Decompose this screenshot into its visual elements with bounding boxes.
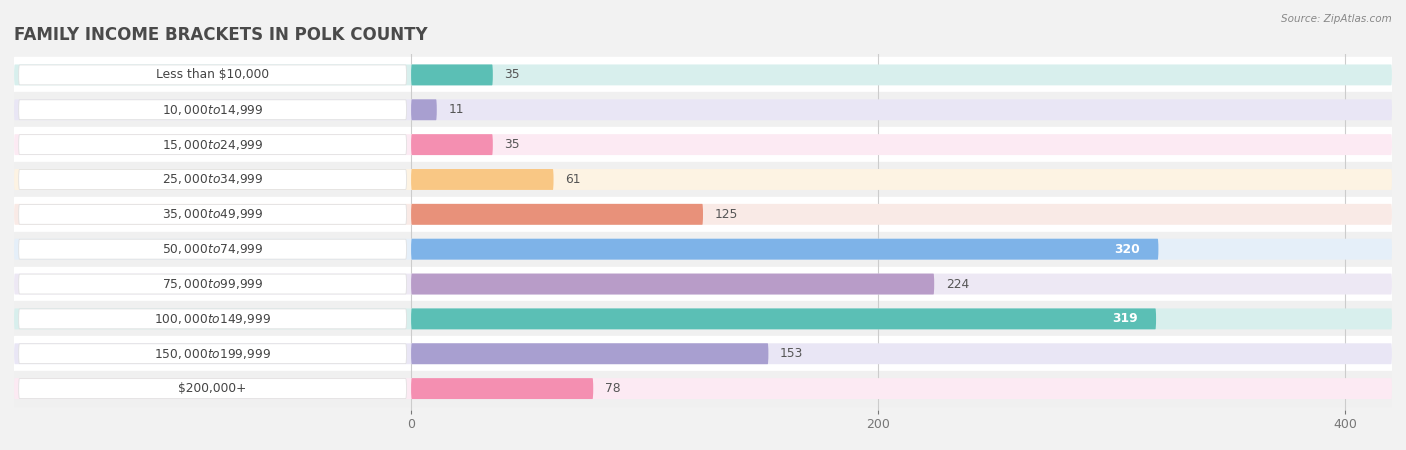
FancyBboxPatch shape <box>18 204 406 224</box>
FancyBboxPatch shape <box>14 99 1392 120</box>
FancyBboxPatch shape <box>14 274 1392 294</box>
FancyBboxPatch shape <box>18 309 406 329</box>
FancyBboxPatch shape <box>18 100 406 120</box>
FancyBboxPatch shape <box>411 238 1159 260</box>
FancyBboxPatch shape <box>411 134 494 155</box>
FancyBboxPatch shape <box>18 135 406 154</box>
FancyBboxPatch shape <box>411 308 1156 329</box>
Bar <box>14 162 1392 197</box>
Text: $75,000 to $99,999: $75,000 to $99,999 <box>162 277 263 291</box>
Bar <box>14 92 1392 127</box>
FancyBboxPatch shape <box>18 65 406 85</box>
Text: 11: 11 <box>449 103 464 116</box>
Text: 125: 125 <box>714 208 738 221</box>
Text: $15,000 to $24,999: $15,000 to $24,999 <box>162 138 263 152</box>
Text: $50,000 to $74,999: $50,000 to $74,999 <box>162 242 263 256</box>
FancyBboxPatch shape <box>411 343 769 364</box>
Text: $150,000 to $199,999: $150,000 to $199,999 <box>155 347 271 361</box>
FancyBboxPatch shape <box>411 378 593 399</box>
FancyBboxPatch shape <box>14 378 1392 399</box>
FancyBboxPatch shape <box>411 169 554 190</box>
FancyBboxPatch shape <box>18 170 406 189</box>
Text: $100,000 to $149,999: $100,000 to $149,999 <box>155 312 271 326</box>
FancyBboxPatch shape <box>411 64 494 86</box>
Text: Source: ZipAtlas.com: Source: ZipAtlas.com <box>1281 14 1392 23</box>
Bar <box>14 371 1392 406</box>
FancyBboxPatch shape <box>14 238 1392 260</box>
FancyBboxPatch shape <box>411 204 703 225</box>
Bar <box>14 266 1392 302</box>
Text: 224: 224 <box>946 278 969 291</box>
FancyBboxPatch shape <box>14 134 1392 155</box>
FancyBboxPatch shape <box>18 378 406 399</box>
Bar <box>14 336 1392 371</box>
Text: FAMILY INCOME BRACKETS IN POLK COUNTY: FAMILY INCOME BRACKETS IN POLK COUNTY <box>14 26 427 44</box>
FancyBboxPatch shape <box>18 344 406 364</box>
Bar <box>14 302 1392 336</box>
Text: $25,000 to $34,999: $25,000 to $34,999 <box>162 172 263 186</box>
Bar <box>14 127 1392 162</box>
Text: 319: 319 <box>1112 312 1137 325</box>
Text: 78: 78 <box>605 382 620 395</box>
Text: $200,000+: $200,000+ <box>179 382 246 395</box>
Text: 153: 153 <box>780 347 803 360</box>
FancyBboxPatch shape <box>14 343 1392 364</box>
Text: 35: 35 <box>505 138 520 151</box>
Bar <box>14 58 1392 92</box>
FancyBboxPatch shape <box>14 308 1392 329</box>
FancyBboxPatch shape <box>14 204 1392 225</box>
FancyBboxPatch shape <box>411 274 934 294</box>
Text: 320: 320 <box>1114 243 1140 256</box>
Text: Less than $10,000: Less than $10,000 <box>156 68 269 81</box>
FancyBboxPatch shape <box>18 274 406 294</box>
Text: $35,000 to $49,999: $35,000 to $49,999 <box>162 207 263 221</box>
Text: $10,000 to $14,999: $10,000 to $14,999 <box>162 103 263 117</box>
Text: 35: 35 <box>505 68 520 81</box>
FancyBboxPatch shape <box>14 169 1392 190</box>
FancyBboxPatch shape <box>14 64 1392 86</box>
Bar <box>14 232 1392 266</box>
FancyBboxPatch shape <box>18 239 406 259</box>
FancyBboxPatch shape <box>411 99 437 120</box>
Bar <box>14 197 1392 232</box>
Text: 61: 61 <box>565 173 581 186</box>
